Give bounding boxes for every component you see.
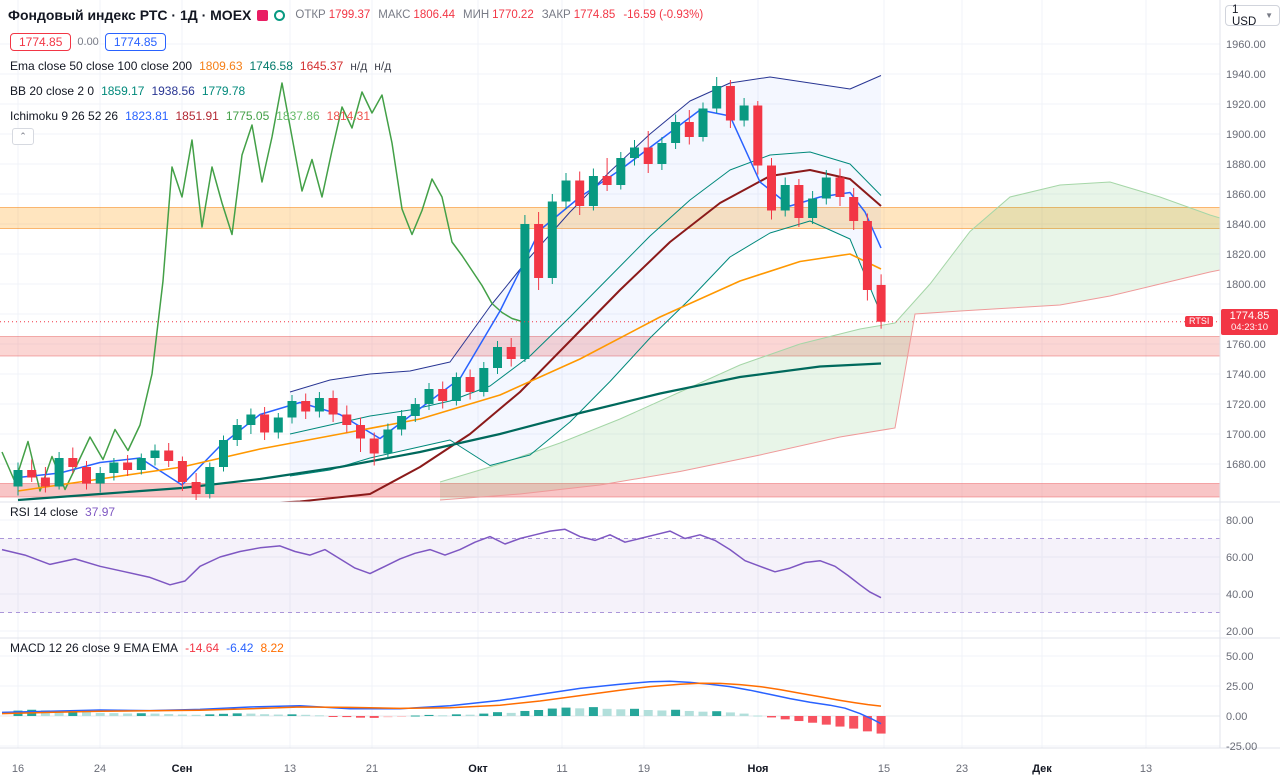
ichimoku-senkou-a-value: 1837.86 bbox=[276, 109, 320, 123]
bb-basis-value: 1859.17 bbox=[101, 84, 145, 98]
svg-text:1960.00: 1960.00 bbox=[1226, 39, 1266, 51]
macd-legend-title[interactable]: MACD 12 26 close 9 EMA EMA bbox=[10, 641, 179, 655]
ichimoku-senkou-b-value: 1814.31 bbox=[326, 109, 371, 123]
market-status-icon bbox=[274, 9, 286, 21]
moex-logo-icon bbox=[257, 9, 269, 21]
bb-legend: BB 20 close 2 0 1859.17 1938.56 1779.78 bbox=[10, 84, 245, 98]
svg-text:0.00: 0.00 bbox=[1226, 711, 1247, 723]
macd-signal-value: 8.22 bbox=[260, 641, 284, 655]
ichimoku-legend-title[interactable]: Ichimoku 9 26 52 26 bbox=[10, 109, 119, 123]
svg-text:21: 21 bbox=[366, 763, 378, 775]
svg-text:25.00: 25.00 bbox=[1226, 681, 1254, 693]
svg-text:1680.00: 1680.00 bbox=[1226, 459, 1266, 471]
svg-text:Сен: Сен bbox=[172, 763, 193, 775]
session-countdown: 04:23:10 bbox=[1231, 322, 1268, 333]
close-value: 1774.85 bbox=[573, 9, 616, 21]
trade-price-row: 1774.85 0.00 1774.85 bbox=[10, 33, 167, 51]
symbol-price-badge: RTSI bbox=[1185, 316, 1214, 327]
chevron-up-icon: ⌃ bbox=[19, 131, 27, 141]
svg-text:Окт: Окт bbox=[468, 763, 488, 775]
ema-value-100: 1746.58 bbox=[249, 59, 293, 73]
ichimoku-tenkan-value: 1823.81 bbox=[125, 109, 169, 123]
symbol-header: Фондовый индекс РТС · 1Д · MOEX ОТКР 1799… bbox=[8, 7, 703, 23]
ichimoku-legend: Ichimoku 9 26 52 26 1823.81 1851.91 1775… bbox=[10, 109, 370, 123]
bb-legend-title[interactable]: BB 20 close 2 0 bbox=[10, 84, 95, 98]
ema-value-na1: н/д bbox=[350, 59, 368, 73]
svg-text:16: 16 bbox=[12, 763, 24, 775]
ema-legend: Ema close 50 close 100 close 200 1809.63… bbox=[10, 59, 391, 73]
svg-text:1900.00: 1900.00 bbox=[1226, 129, 1266, 141]
last-price-tag: 1774.85 04:23:10 bbox=[1221, 309, 1278, 335]
last-price-value: 1774.85 bbox=[1229, 310, 1270, 322]
svg-text:50.00: 50.00 bbox=[1226, 651, 1254, 663]
svg-text:23: 23 bbox=[956, 763, 968, 775]
open-value: 1799.37 bbox=[328, 9, 371, 21]
close-label: ЗАКР bbox=[541, 9, 571, 21]
macd-line-value: -6.42 bbox=[226, 641, 254, 655]
ohlc-values: ОТКР 1799.37 МАКС 1806.44 МИН 1770.22 ЗАКР 1… bbox=[295, 9, 703, 21]
rsi-legend-title[interactable]: RSI 14 close bbox=[10, 505, 79, 519]
currency-label: 1 USD bbox=[1232, 3, 1257, 28]
svg-text:13: 13 bbox=[284, 763, 296, 775]
svg-text:-25.00: -25.00 bbox=[1226, 741, 1257, 753]
ichimoku-chikou-value: 1775.05 bbox=[225, 109, 270, 123]
low-label: МИН bbox=[463, 9, 490, 21]
svg-text:60.00: 60.00 bbox=[1226, 552, 1254, 564]
collapse-legend-button[interactable]: ⌃ bbox=[12, 128, 34, 145]
buy-price-button[interactable]: 1774.85 bbox=[104, 33, 167, 51]
sell-price-button[interactable]: 1774.85 bbox=[10, 33, 72, 51]
svg-text:Ноя: Ноя bbox=[748, 763, 769, 775]
svg-text:Дек: Дек bbox=[1032, 763, 1052, 775]
high-label: МАКС bbox=[378, 9, 411, 21]
svg-text:1720.00: 1720.00 bbox=[1226, 399, 1266, 411]
rsi-value: 37.97 bbox=[85, 505, 116, 519]
ema-legend-title[interactable]: Ema close 50 close 100 close 200 bbox=[10, 59, 193, 73]
chevron-down-icon: ▼ bbox=[1265, 11, 1273, 20]
svg-text:1880.00: 1880.00 bbox=[1226, 159, 1266, 171]
bb-upper-value: 1938.56 bbox=[151, 84, 195, 98]
svg-text:20.00: 20.00 bbox=[1226, 626, 1254, 638]
spread-value: 0.00 bbox=[77, 36, 99, 48]
svg-text:19: 19 bbox=[638, 763, 650, 775]
symbol-title[interactable]: Фондовый индекс РТС · 1Д · MOEX bbox=[8, 7, 252, 23]
svg-text:1860.00: 1860.00 bbox=[1226, 189, 1266, 201]
ema-value-na2: н/д bbox=[374, 59, 392, 73]
svg-text:11: 11 bbox=[556, 763, 567, 775]
ichimoku-kijun-value: 1851.91 bbox=[175, 109, 219, 123]
svg-text:1740.00: 1740.00 bbox=[1226, 369, 1266, 381]
svg-text:1760.00: 1760.00 bbox=[1226, 339, 1266, 351]
svg-text:1800.00: 1800.00 bbox=[1226, 279, 1266, 291]
currency-selector-button[interactable]: 1 USD ▼ bbox=[1225, 3, 1280, 28]
svg-text:1840.00: 1840.00 bbox=[1226, 219, 1266, 231]
svg-text:13: 13 bbox=[1140, 763, 1152, 775]
svg-text:15: 15 bbox=[878, 763, 890, 775]
rsi-legend: RSI 14 close 37.97 bbox=[10, 505, 115, 519]
low-value: 1770.22 bbox=[492, 9, 534, 21]
svg-text:80.00: 80.00 bbox=[1226, 515, 1254, 527]
svg-text:1700.00: 1700.00 bbox=[1226, 429, 1266, 441]
svg-text:1820.00: 1820.00 bbox=[1226, 249, 1266, 261]
svg-text:1940.00: 1940.00 bbox=[1226, 69, 1266, 81]
macd-legend: MACD 12 26 close 9 EMA EMA -14.64 -6.42 … bbox=[10, 641, 284, 655]
high-value: 1806.44 bbox=[413, 9, 455, 21]
svg-text:40.00: 40.00 bbox=[1226, 589, 1254, 601]
bb-lower-value: 1779.78 bbox=[201, 84, 246, 98]
change-value: -16.59 (-0.93%) bbox=[623, 9, 704, 21]
open-label: ОТКР bbox=[295, 9, 326, 21]
svg-text:24: 24 bbox=[94, 763, 106, 775]
ema-value-200: 1645.37 bbox=[299, 59, 344, 73]
macd-hist-value: -14.64 bbox=[185, 641, 220, 655]
ema-value-50: 1809.63 bbox=[199, 59, 243, 73]
svg-text:1920.00: 1920.00 bbox=[1226, 99, 1266, 111]
